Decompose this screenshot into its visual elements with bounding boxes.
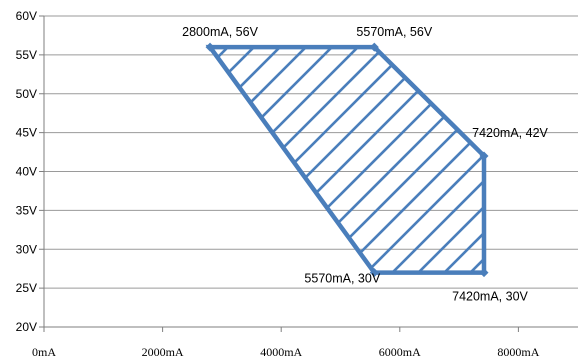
hatch-line xyxy=(223,47,484,273)
data-point-marker xyxy=(369,268,379,278)
y-tick-label: 25V xyxy=(16,281,37,295)
data-label: 2800mA, 56V xyxy=(182,25,258,39)
hatch-line xyxy=(210,47,302,273)
x-tick-label: 4000mA xyxy=(260,345,302,359)
y-tick-label: 30V xyxy=(16,242,37,256)
x-tick-label: 8000mA xyxy=(497,345,539,359)
x-tick-label: 2000mA xyxy=(142,345,184,359)
y-tick-label: 50V xyxy=(16,87,37,101)
data-label: 7420mA, 42V xyxy=(472,126,548,140)
y-tick-label: 40V xyxy=(16,165,37,179)
data-point-marker xyxy=(205,42,215,52)
data-point-marker xyxy=(479,268,489,278)
axes xyxy=(39,15,578,332)
hatch-line xyxy=(210,47,328,273)
y-tick-label: 20V xyxy=(16,320,37,334)
hatch-line xyxy=(210,47,484,273)
data-label: 5570mA, 56V xyxy=(356,25,432,39)
y-tick-label: 60V xyxy=(16,9,37,23)
x-tick-labels: 0mA 2000mA 4000mA 6000mA 8000mA xyxy=(32,345,540,359)
y-tick-label: 55V xyxy=(16,48,37,62)
y-tick-labels: 20V 25V 30V 35V 40V 45V 50V 55V 60V xyxy=(16,9,37,334)
data-label: 7420mA, 30V xyxy=(452,290,528,304)
hatch-line xyxy=(210,47,380,273)
data-point-marker xyxy=(479,151,489,161)
x-tick-label: 6000mA xyxy=(379,345,421,359)
series-outline-path xyxy=(205,44,487,275)
data-label: 5570mA, 30V xyxy=(304,272,380,286)
hatch-line xyxy=(210,47,354,273)
data-labels: 2800mA, 56V 5570mA, 56V 7420mA, 42V 7420mA,… xyxy=(182,25,548,303)
hatch-line xyxy=(275,47,484,273)
data-point-marker xyxy=(369,42,379,52)
x-tick-label: 0mA xyxy=(32,345,56,359)
series-markers xyxy=(205,42,489,278)
y-tick-label: 35V xyxy=(16,203,37,217)
hatch-line xyxy=(249,47,484,273)
hatch-line xyxy=(0,0,15,363)
y-tick-label: 45V xyxy=(16,126,37,140)
series-outline xyxy=(205,44,487,275)
